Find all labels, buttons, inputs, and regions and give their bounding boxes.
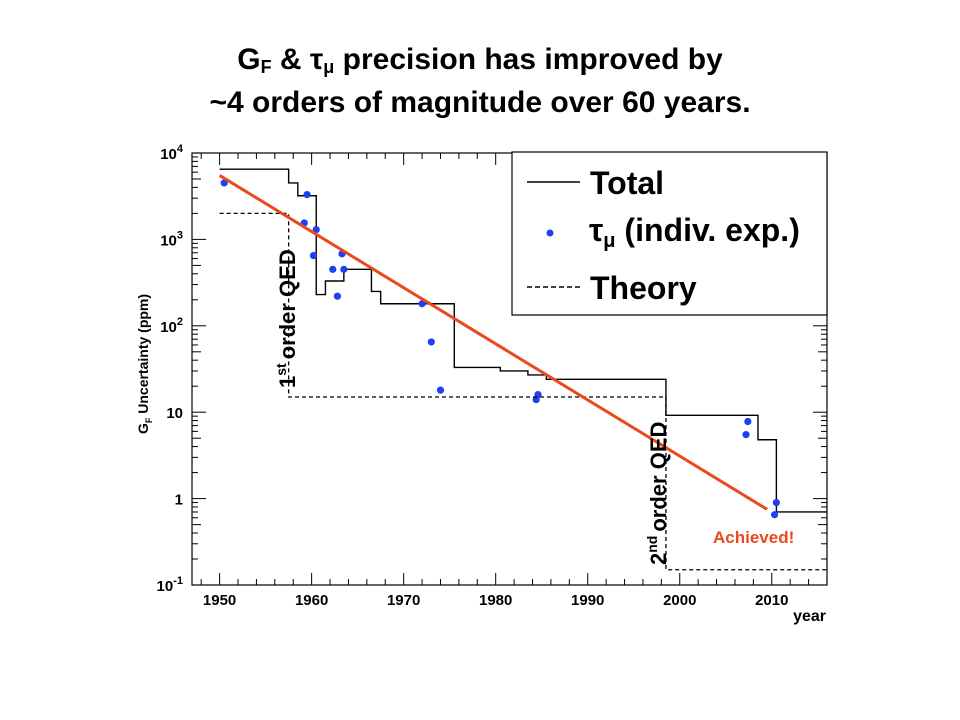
plot-frame xyxy=(191,152,828,586)
tau-data-point xyxy=(333,292,342,300)
tau-data-point xyxy=(418,300,426,308)
x-tick-label: 2010 xyxy=(755,592,788,609)
x-tick-label: 1960 xyxy=(295,592,328,609)
tau-data-point xyxy=(744,417,752,426)
tau-data-point xyxy=(770,511,779,519)
total-step-line xyxy=(219,168,827,513)
x-tick-label: 1970 xyxy=(387,592,420,609)
tau-data-point xyxy=(427,338,435,346)
title-line-1: GF & τμ precision has improved by xyxy=(237,43,723,77)
theory-step-line xyxy=(219,212,827,571)
legend-tau-label: τμ (indiv. exp.) xyxy=(589,212,800,252)
x-axis-label: year xyxy=(793,608,826,625)
tick-labels: 1950 1960 1970 1980 1990 2000 2010 10-1 1 10 102 10… xyxy=(157,143,789,609)
tau-data-point xyxy=(312,225,320,234)
legend: Total τμ (indiv. exp.) Theory xyxy=(511,151,828,316)
legend-tau-marker xyxy=(546,229,554,237)
y-axis-label: GF Uncertainty (ppm) xyxy=(135,294,154,434)
trend-line xyxy=(218,174,768,511)
tau-data-point xyxy=(742,431,750,439)
series-layer xyxy=(218,168,827,571)
annotation-second-order-qed: 2ndorder QED xyxy=(644,422,671,565)
tau-data-point xyxy=(436,386,445,394)
y-tick-label: 10-1 xyxy=(157,575,183,595)
title-line-2: ~4 orders of magnitude over 60 years. xyxy=(209,86,751,119)
y-tick-label: 10 xyxy=(166,405,183,422)
annotation-first-order-qed: 1storder QED xyxy=(273,249,300,388)
legend-total-label: Total xyxy=(590,165,664,201)
tau-data-point xyxy=(340,265,348,273)
y-tick-label: 1 xyxy=(175,492,183,509)
tau-data-point xyxy=(220,179,228,187)
y-tick-label: 103 xyxy=(160,229,183,249)
x-tick-label: 1980 xyxy=(479,592,512,609)
x-tick-label: 1950 xyxy=(203,592,236,609)
y-tick-label: 104 xyxy=(160,143,184,163)
tau-data-point xyxy=(329,265,337,273)
legend-theory-label: Theory xyxy=(590,270,697,306)
annotation-achieved: Achieved! xyxy=(713,528,794,547)
legend-box xyxy=(511,151,828,316)
x-tick-label: 1990 xyxy=(571,592,604,609)
tau-data-point xyxy=(303,191,311,199)
slide-title: GF & τμ precision has improved by ~4 ord… xyxy=(0,42,960,121)
tau-data-point xyxy=(309,251,318,260)
x-tick-label: 2000 xyxy=(663,592,696,609)
y-tick-label: 102 xyxy=(160,316,183,336)
tau-data-point xyxy=(772,498,780,507)
